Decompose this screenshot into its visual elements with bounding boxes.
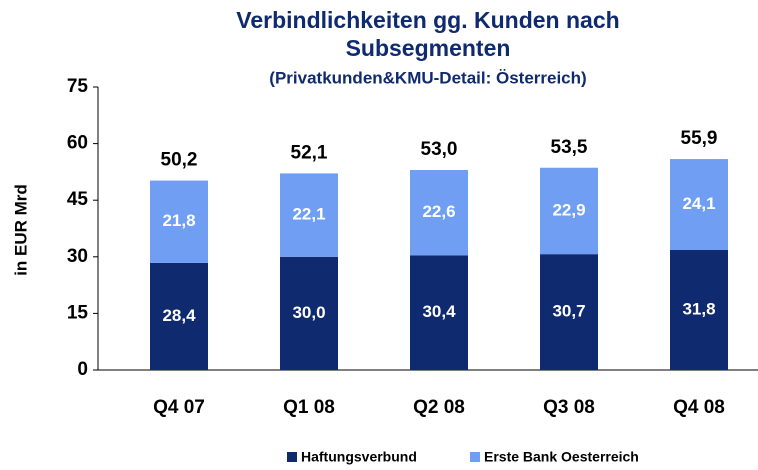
total-label: 52,1	[291, 142, 328, 163]
legend-swatch	[287, 452, 297, 462]
data-label: 31,8	[682, 299, 715, 318]
data-label: 30,4	[422, 302, 456, 321]
x-tick-label: Q1 08	[283, 397, 335, 418]
data-label: 28,4	[162, 306, 196, 325]
chart-title: Subsegmenten	[346, 35, 511, 61]
data-label: 24,1	[682, 194, 715, 213]
bar-segment	[540, 167, 598, 255]
data-label: 30,7	[552, 302, 585, 321]
total-label: 53,0	[421, 139, 458, 160]
y-axis-label: in EUR Mrd	[11, 184, 30, 276]
total-label: 55,9	[681, 128, 718, 149]
data-label: 22,9	[552, 200, 585, 219]
total-label: 53,5	[551, 137, 588, 158]
total-label: 50,2	[161, 150, 198, 171]
x-tick-label: Q3 08	[543, 397, 595, 418]
bar-segment	[150, 262, 208, 370]
bar-segment	[280, 256, 338, 370]
legend-swatch	[470, 452, 480, 462]
bar-segment	[670, 159, 728, 251]
y-tick-label: 0	[77, 359, 88, 380]
y-tick-label: 45	[67, 189, 89, 210]
y-tick-label: 60	[67, 133, 88, 154]
chart-subtitle: (Privatkunden&KMU-Detail: Österreich)	[269, 68, 586, 87]
bar-segment	[540, 254, 598, 370]
bar-segment	[410, 170, 468, 256]
y-tick-label: 15	[67, 302, 89, 323]
bar-segment	[280, 173, 338, 257]
data-label: 30,0	[292, 303, 325, 322]
legend-label: Haftungsverbund	[301, 449, 417, 465]
chart-title: Verbindlichkeiten gg. Kunden nach	[236, 7, 619, 33]
legend-label: Erste Bank Oesterreich	[484, 449, 639, 465]
bar-segment	[150, 180, 208, 263]
data-label: 22,1	[292, 205, 325, 224]
bar-segment	[670, 250, 728, 370]
data-label: 21,8	[162, 211, 195, 230]
x-tick-label: Q4 07	[153, 397, 205, 418]
y-tick-label: 30	[67, 246, 88, 267]
y-tick-label: 75	[67, 76, 89, 97]
bar-segment	[410, 255, 468, 370]
data-label: 22,6	[422, 202, 455, 221]
x-tick-label: Q4 08	[673, 397, 725, 418]
x-tick-label: Q2 08	[413, 397, 465, 418]
